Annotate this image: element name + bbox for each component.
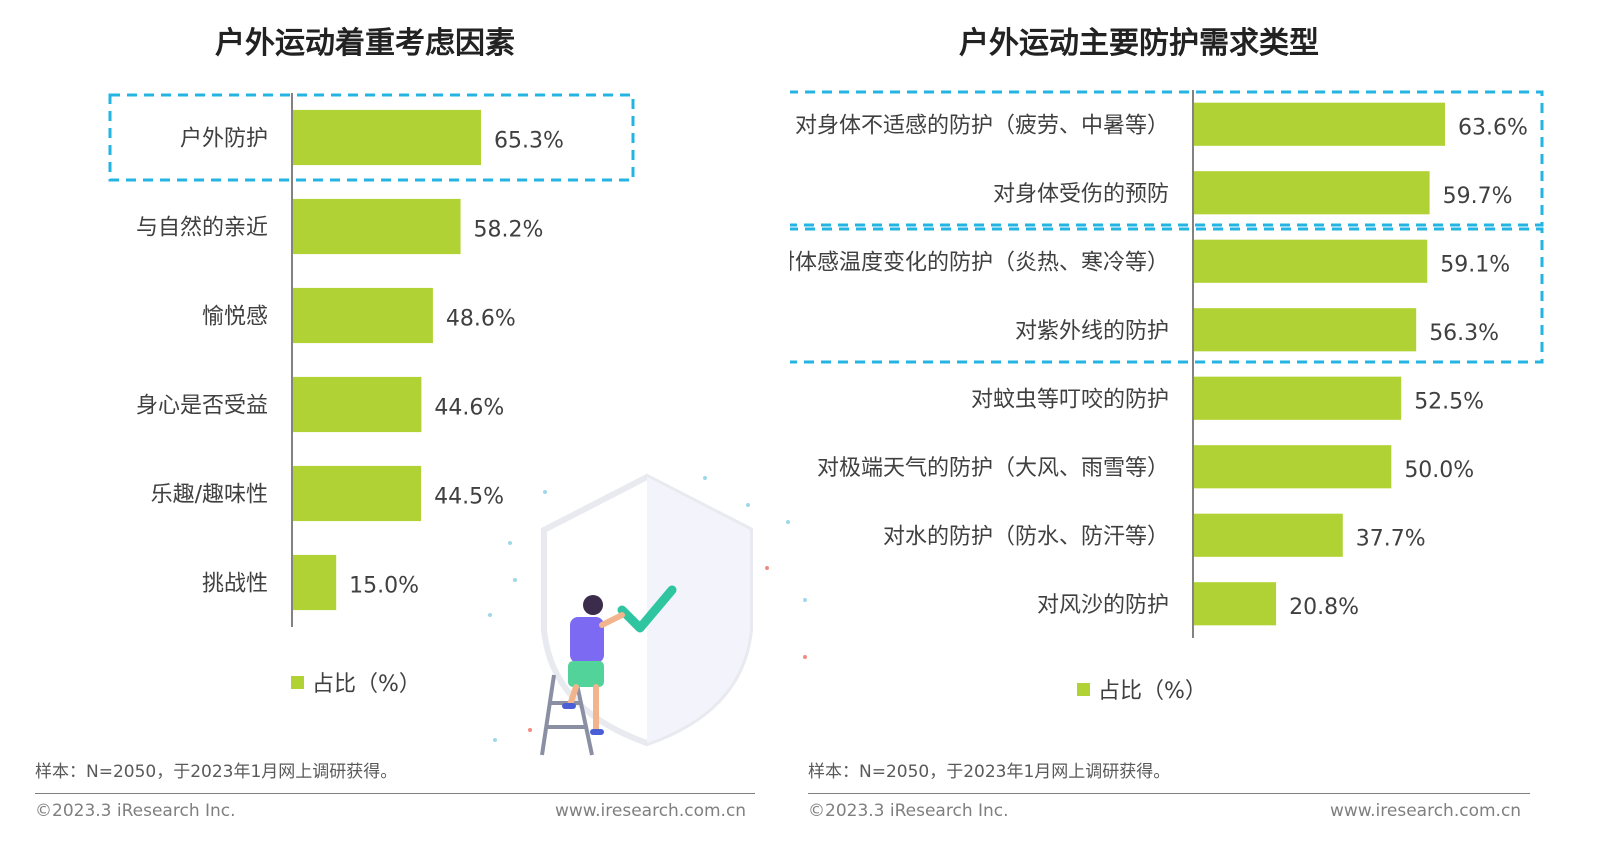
right-legend-swatch [1077, 682, 1090, 696]
right-footnote: 样本：N=2050，于2023年1月网上调研获得。 [808, 762, 1171, 782]
right-category-label-1: 对身体受伤的预防 [993, 182, 1169, 207]
left-value-label-1: 58.2% [474, 218, 544, 243]
left-bar-2 [293, 287, 433, 344]
left-bar-5 [293, 554, 337, 611]
right-chart-panel: 户外运动主要防护需求类型 对身体不适感的防护（疲劳、中暑等） 63.6% 对身体受伤… [790, 0, 1611, 857]
right-category-label-6: 对水的防护（防水、防汗等） [883, 524, 1169, 549]
right-category-label-4: 对蚊虫等叮咬的防护 [971, 387, 1169, 412]
right-bar-2 [1194, 239, 1428, 283]
right-value-label-2: 59.1% [1440, 252, 1510, 277]
left-value-label-2: 48.6% [446, 307, 516, 332]
left-value-label-3: 44.6% [434, 396, 504, 421]
left-copyright: ©2023.3 iResearch Inc. [35, 801, 236, 821]
sparkle-dots [488, 476, 807, 742]
right-category-label-2: 对体感温度变化的防护（炎热、寒冷等） [790, 250, 1169, 275]
left-legend: 占比（%） [291, 666, 421, 698]
left-bar-1 [293, 198, 461, 255]
left-category-label-3: 身心是否受益 [136, 394, 268, 419]
right-bar-6 [1194, 513, 1343, 557]
person-icon [562, 595, 625, 735]
left-bar-3 [293, 376, 422, 433]
left-bar-chart: 户外防护 65.3% 与自然的亲近 58.2% 愉悦感 48.6% 身心是否受益 44.6% 乐… [108, 93, 635, 627]
right-copyright: ©2023.3 iResearch Inc. [808, 801, 1009, 821]
checkmark-icon [617, 585, 677, 633]
left-category-label-2: 愉悦感 [202, 305, 268, 330]
right-value-label-7: 20.8% [1289, 595, 1359, 620]
right-value-label-5: 50.0% [1404, 458, 1474, 483]
right-category-label-5: 对极端天气的防护（大风、雨雪等） [817, 456, 1169, 481]
right-website-link[interactable]: www.iresearch.com.cn [1330, 801, 1522, 821]
right-divider [808, 793, 1530, 794]
right-category-label-0: 对身体不适感的防护（疲劳、中暑等） [795, 113, 1169, 138]
left-highlight-box-0 [108, 93, 635, 182]
left-value-label-4: 44.5% [434, 485, 504, 510]
right-bar-4 [1194, 376, 1402, 420]
left-bar-0 [293, 109, 481, 166]
right-highlight-box-1 [790, 227, 1544, 364]
right-bar-1 [1194, 171, 1430, 215]
right-category-label-3: 对紫外线的防护 [1015, 319, 1169, 344]
right-value-label-6: 37.7% [1356, 526, 1426, 551]
left-category-label-5: 挑战性 [202, 572, 268, 597]
left-category-label-1: 与自然的亲近 [136, 216, 268, 241]
right-value-label-1: 59.7% [1443, 184, 1513, 209]
right-value-label-0: 63.6% [1458, 115, 1528, 140]
left-value-label-5: 15.0% [349, 574, 419, 599]
right-value-label-4: 52.5% [1414, 389, 1484, 414]
left-legend-swatch [291, 675, 304, 689]
left-divider [35, 793, 755, 794]
left-chart-panel: 户外运动着重考虑因素 户外防护 65.3% 与自然的亲近 58.2% 愉悦感 48.6% 身… [0, 0, 790, 857]
right-legend: 占比（%） [1077, 673, 1207, 705]
left-category-label-0: 户外防护 [180, 127, 268, 152]
right-highlight-box-0 [790, 90, 1544, 227]
right-bar-0 [1194, 102, 1445, 146]
left-legend-label: 占比（%） [312, 672, 421, 697]
right-bar-7 [1194, 582, 1277, 626]
left-website-link[interactable]: www.iresearch.com.cn [555, 801, 747, 821]
right-bar-5 [1194, 445, 1392, 489]
right-legend-label: 占比（%） [1098, 679, 1207, 704]
right-bar-chart: 对身体不适感的防护（疲劳、中暑等） 63.6% 对身体受伤的预防 59.7% 对体感温度… [790, 90, 1544, 638]
right-value-label-3: 56.3% [1429, 321, 1499, 346]
left-value-label-0: 65.3% [494, 129, 564, 154]
left-footnote: 样本：N=2050，于2023年1月网上调研获得。 [35, 762, 398, 782]
right-bar-3 [1194, 308, 1417, 352]
left-category-label-4: 乐趣/趣味性 [151, 483, 268, 508]
left-chart-title: 户外运动着重考虑因素 [215, 26, 515, 61]
shield-illustration [488, 473, 807, 756]
right-chart-title: 户外运动主要防护需求类型 [959, 26, 1319, 61]
right-category-label-7: 对风沙的防护 [1037, 593, 1169, 618]
left-bar-4 [293, 465, 422, 522]
